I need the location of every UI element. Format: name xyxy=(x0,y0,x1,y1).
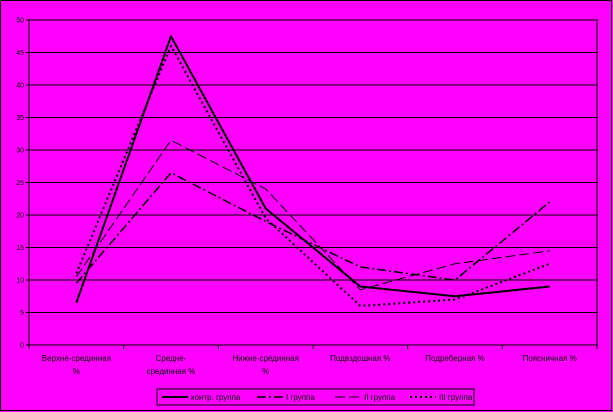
series-line-4 xyxy=(75,45,551,307)
x-tick-label-line: Подреберная % xyxy=(425,354,484,363)
y-tick-label: 0 xyxy=(20,343,24,350)
series-lines xyxy=(75,35,551,307)
y-tick-label: 35 xyxy=(16,115,24,122)
x-tick-label-line: Нижне-срединная xyxy=(232,354,299,363)
y-tick-label: 50 xyxy=(16,18,24,25)
y-tick-label: 15 xyxy=(16,245,24,252)
series-line-2 xyxy=(75,172,551,284)
legend-label-3: II группа xyxy=(364,393,396,402)
x-tick-label-line: % xyxy=(73,367,80,376)
x-tick-label: Средне-срединная % xyxy=(147,354,196,376)
x-tick-label-line: Поясничная % xyxy=(523,354,577,363)
legend-label-1: контр. группа xyxy=(191,393,241,402)
y-tick-label: 5 xyxy=(20,310,24,317)
y-tick-label: 10 xyxy=(16,278,24,285)
y-axis-ticks: 0 5 10 15 20 25 30 35 40 45 50 xyxy=(16,18,29,350)
series-line-1 xyxy=(75,35,550,304)
x-tick-label-line: Верхне-срединная xyxy=(42,354,111,363)
x-tick-label: Поясничная % xyxy=(523,354,577,363)
legend-label-4: III группа xyxy=(439,393,473,402)
y-tick-label: 25 xyxy=(16,180,24,187)
legend-label-2: I группа xyxy=(286,393,315,402)
legend: контр. группа I группа II группа III группа xyxy=(156,388,475,406)
x-axis-ticks: Верхне-срединная % Средне-срединная % Нижне… xyxy=(28,345,598,376)
y-tick-label: 20 xyxy=(16,213,24,220)
x-tick-label: Подреберная % xyxy=(425,354,484,363)
x-tick-label-line: % xyxy=(262,367,269,376)
x-tick-label-line: Подвздошная % xyxy=(330,354,390,363)
x-tick-label: Нижне-срединная% xyxy=(232,354,299,376)
x-tick-label-line: срединная % xyxy=(147,367,196,376)
series-line-3 xyxy=(75,139,550,291)
x-tick-label: Подвздошная % xyxy=(330,354,390,363)
y-tick-label: 40 xyxy=(16,83,24,90)
x-tick-label-line: Средне- xyxy=(156,354,187,363)
y-tick-label: 30 xyxy=(16,148,24,155)
x-tick-label: Верхне-срединная% xyxy=(42,354,111,376)
legend-box xyxy=(156,388,475,406)
y-tick-label: 45 xyxy=(16,50,24,57)
